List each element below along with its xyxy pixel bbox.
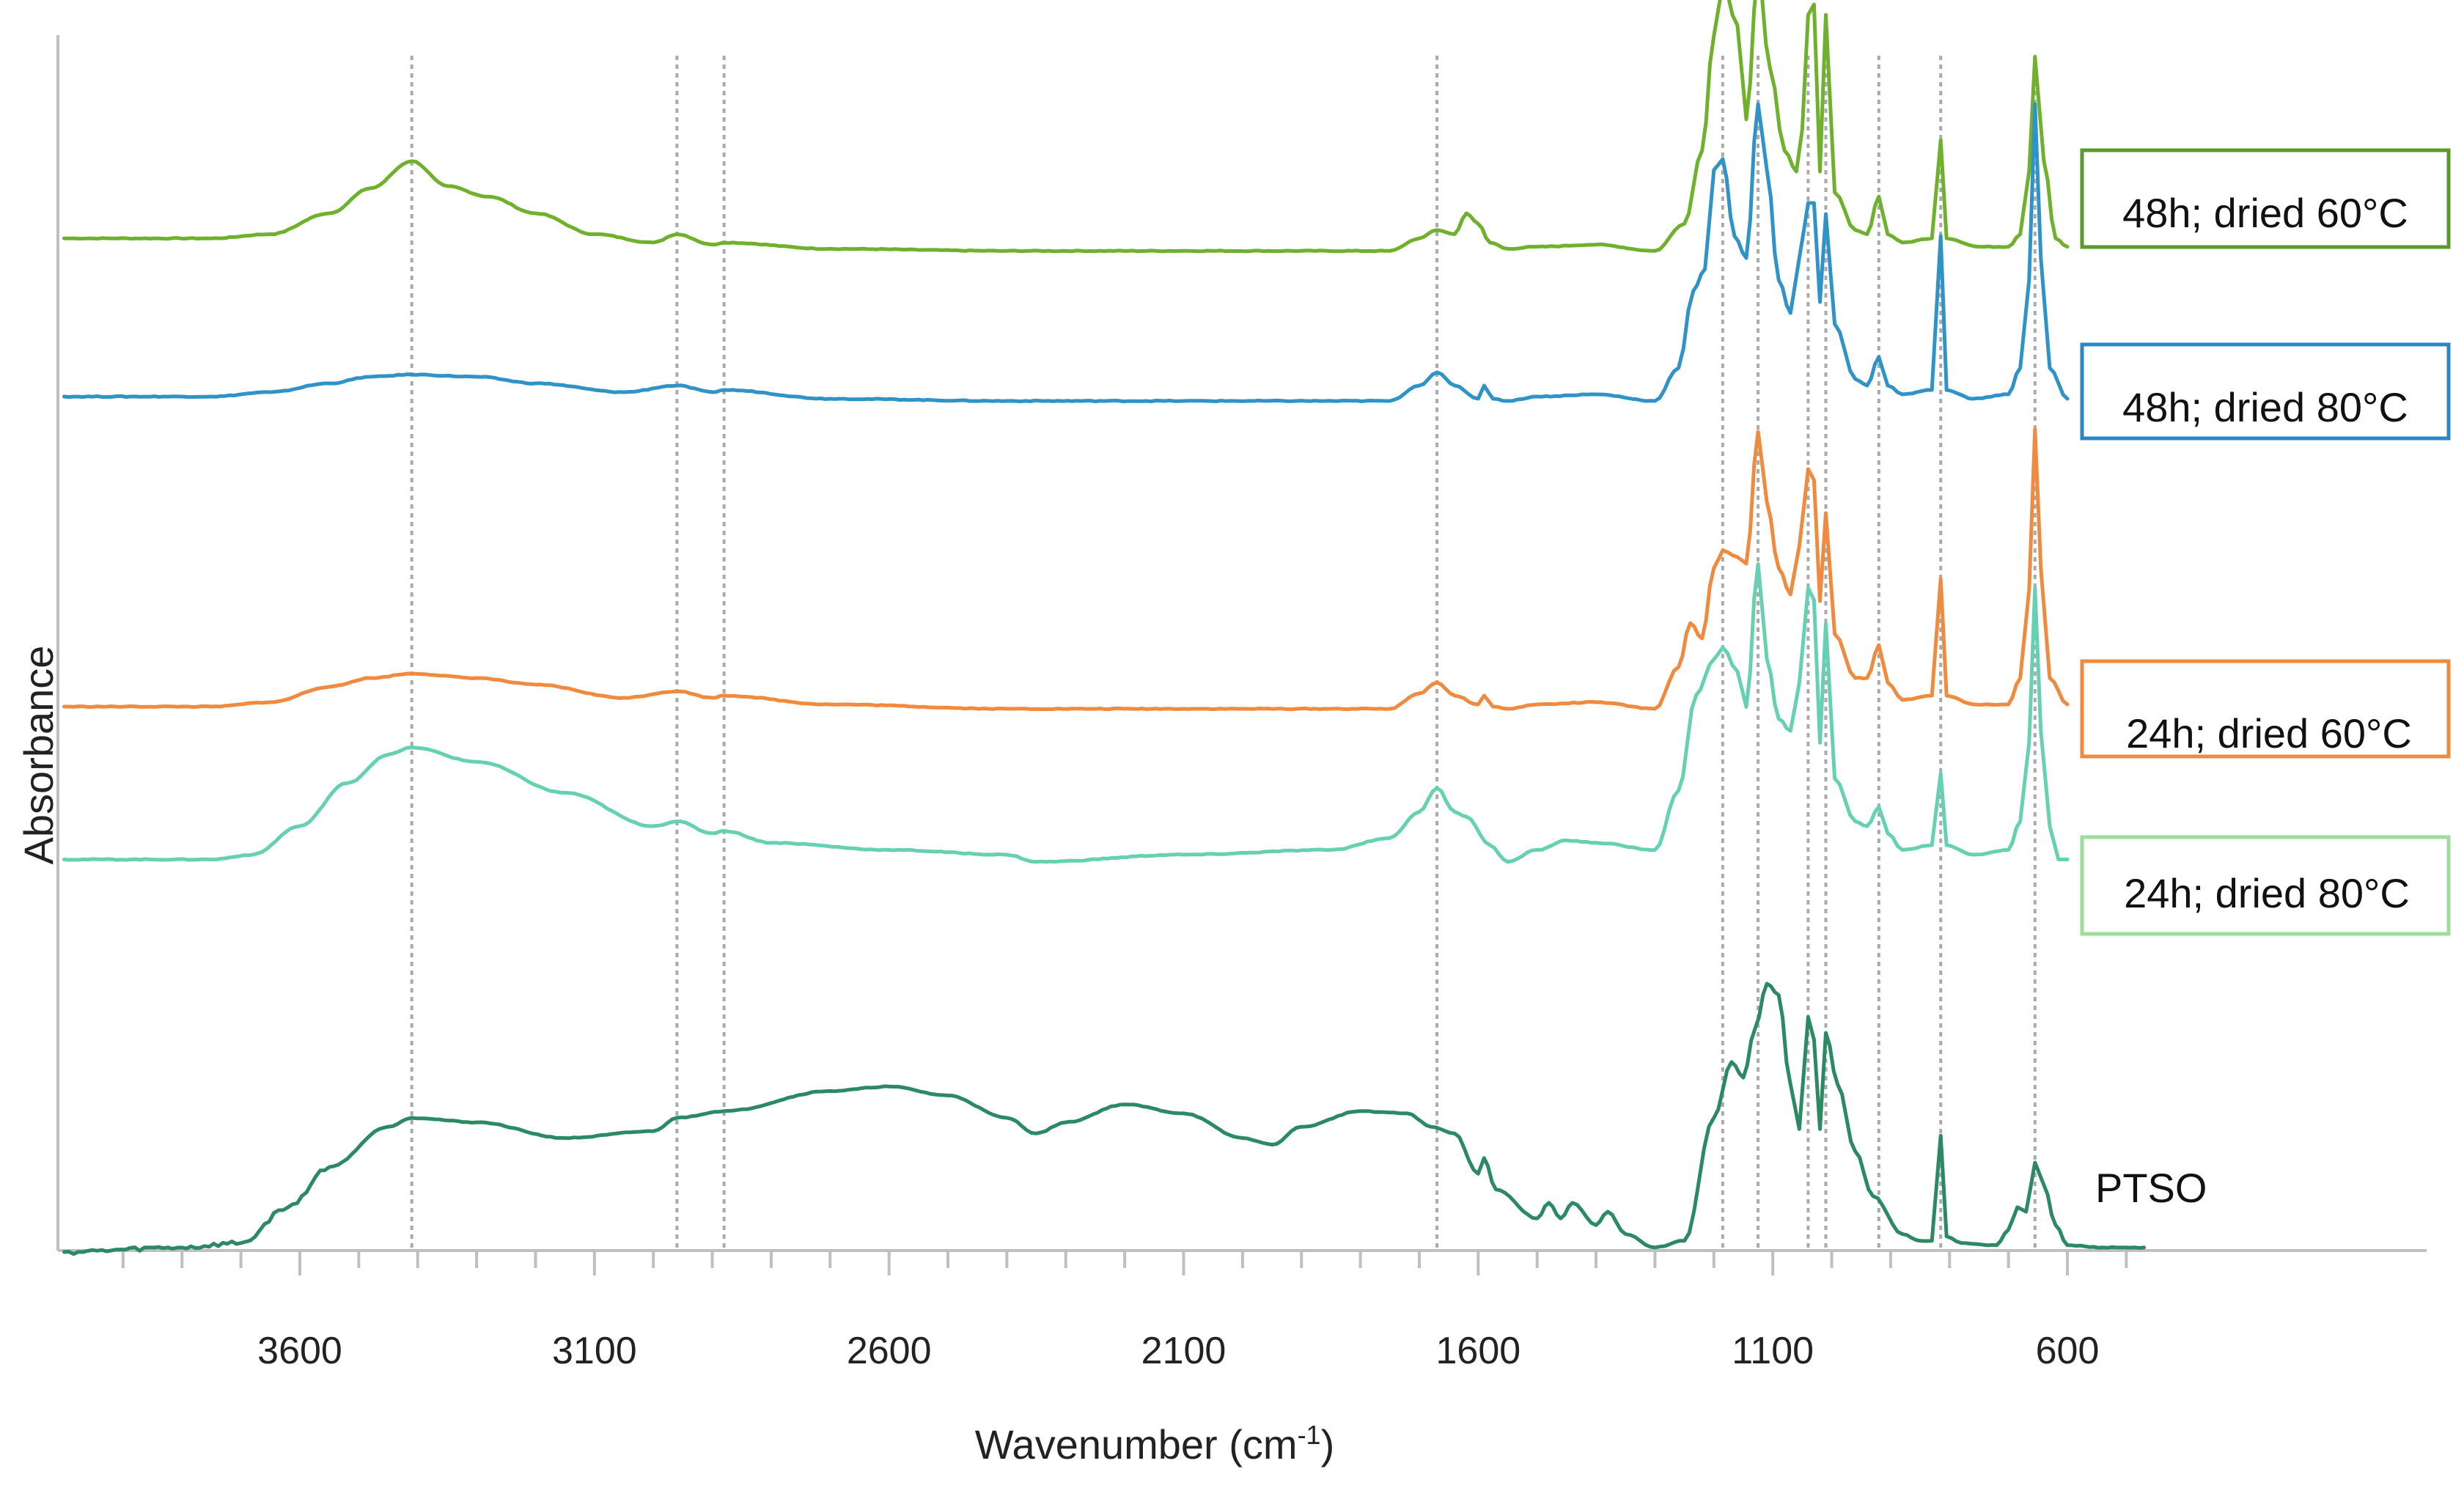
x-tick-label: 2600 [847, 1330, 932, 1372]
reference-lines [410, 56, 2037, 1248]
legend-label: 48h; dried 80°C [2122, 384, 2408, 430]
series-line [62, 427, 2070, 712]
legend-box [2080, 659, 2451, 759]
legend-label: 24h; dried 60°C [2126, 710, 2412, 756]
x-ticks [121, 1251, 2128, 1275]
series-group [62, 0, 2146, 1256]
legend-box [2080, 148, 2451, 249]
legend-box [2080, 342, 2451, 441]
x-axis-label-end: ) [1321, 1421, 1335, 1467]
x-tick-label: 1100 [1732, 1330, 1814, 1372]
legend-label: 48h; dried 60°C [2122, 190, 2408, 236]
x-tick-label: 600 [2036, 1330, 2100, 1372]
x-axis-label-main: Wavenumber (cm [975, 1421, 1298, 1467]
series-line [62, 0, 2070, 254]
x-tick-label: 1600 [1435, 1330, 1520, 1372]
legend-label: 24h; dried 80°C [2124, 870, 2410, 916]
x-tick-label: 3600 [257, 1330, 342, 1372]
series-line [62, 562, 2070, 864]
series-line [62, 102, 2070, 404]
y-axis-label: Absorbance [15, 646, 62, 865]
x-tick-label: 2100 [1141, 1330, 1227, 1372]
x-axis-label: Wavenumber (cm-1) [975, 1420, 1334, 1467]
series-line [62, 982, 2146, 1256]
x-tick-label: 3100 [552, 1330, 637, 1372]
x-axis-label-sup: -1 [1298, 1420, 1321, 1450]
legend: 48h; dried 60°C 48h; dried 80°C 24h; dried… [2080, 148, 2451, 1211]
x-tick-labels: 3600 3100 2600 2100 1600 1100 600 [257, 1330, 2099, 1372]
legend-label: PTSO [2095, 1165, 2207, 1211]
legend-box [2080, 835, 2451, 936]
